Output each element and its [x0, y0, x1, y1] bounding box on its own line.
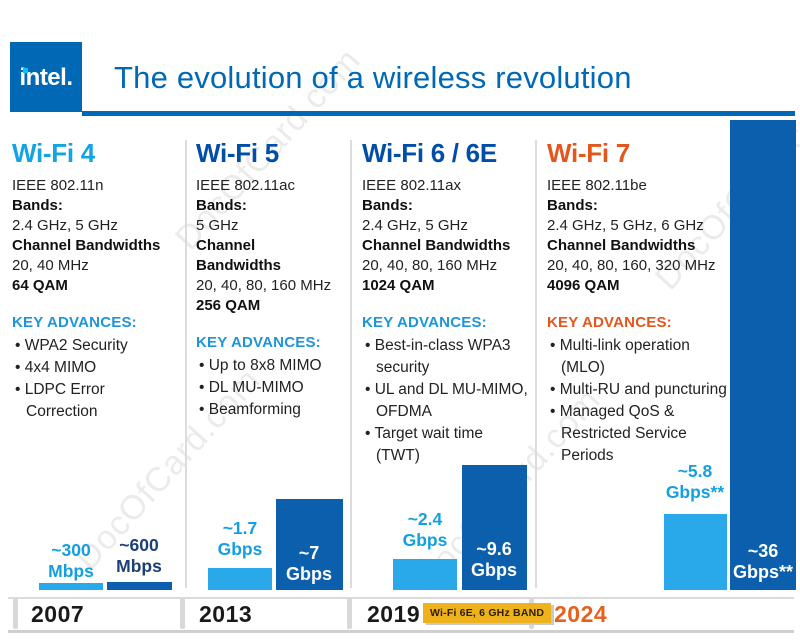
wifi5-typical-speed-bar: [208, 568, 272, 590]
timeline-tick: [180, 598, 185, 629]
column-divider: [350, 140, 352, 588]
key-advance-item: • Multi-link operation (MLO): [550, 337, 690, 376]
wifi6e-band-badge: Wi-Fi 6E, 6 GHz BAND: [423, 603, 552, 623]
bandwidths-label: Channel Bandwidths: [547, 237, 696, 254]
wifi5-column: Wi-Fi 5 IEEE 802.11ac Bands: 5 GHz Chann…: [196, 138, 343, 421]
wifi4-max-speed-label: ~600 Mbps: [116, 535, 162, 576]
year-2007: 2007: [31, 601, 85, 627]
bands-value: 2.4 GHz, 5 GHz, 6 GHz: [547, 217, 704, 234]
bandwidths-value: 20, 40, 80, 160 MHz: [362, 257, 498, 274]
wifi4-typical-speed-label: ~300 Mbps: [48, 540, 94, 581]
wifi7-column: Wi-Fi 7 IEEE 802.11be Bands: 2.4 GHz, 5 …: [547, 138, 729, 467]
wifi5-title: Wi-Fi 5: [196, 138, 279, 168]
key-advances-heading: KEY ADVANCES:: [12, 314, 137, 331]
key-advances-list: • Best-in-class WPA3 security • UL and DL…: [362, 335, 528, 467]
wifi4-column: Wi-Fi 4 IEEE 802.11n Bands: 2.4 GHz, 5 G…: [12, 138, 180, 423]
qam-value: 256 QAM: [196, 297, 261, 314]
timeline-tick: [13, 598, 18, 629]
wifi7-title: Wi-Fi 7: [547, 138, 630, 168]
bands-value: 2.4 GHz, 5 GHz: [12, 217, 118, 234]
qam-value: 64 QAM: [12, 277, 68, 294]
wifi5-typical-speed-label: ~1.7 Gbps: [217, 518, 263, 559]
wifi7-standard: IEEE 802.11be: [547, 177, 647, 194]
wifi6-column: Wi-Fi 6 / 6E IEEE 802.11ax Bands: 2.4 GH…: [362, 138, 528, 467]
key-advance-item: • Best-in-class WPA3 security: [365, 337, 511, 376]
intel-logo: intel.: [10, 42, 82, 112]
wifi5-standard: IEEE 802.11ac: [196, 177, 295, 194]
bandwidths-value: 20, 40 MHz: [12, 257, 89, 274]
logo-i-dot: [23, 68, 28, 73]
header-rule: [82, 111, 795, 116]
bandwidths-label: Channel Bandwidths: [12, 237, 161, 254]
wifi7-max-speed-bar: [730, 120, 796, 590]
qam-value: 4096 QAM: [547, 277, 620, 294]
bandwidths-label: Channel Bandwidths: [362, 237, 511, 254]
year-2019: 2019: [367, 601, 421, 627]
bands-label: Bands:: [547, 197, 598, 214]
wifi5-max-speed-bar: [276, 499, 343, 590]
wifi4-title: Wi-Fi 4: [12, 138, 95, 168]
timeline-top-rule: [8, 597, 794, 599]
key-advance-item: • LDPC Error Correction: [15, 381, 105, 420]
year-2013: 2013: [199, 601, 253, 627]
timeline-bottom-rule: [8, 630, 794, 633]
wifi6-max-speed-label: ~9.6 Gbps: [470, 539, 518, 580]
key-advances-list: • WPA2 Security • 4x4 MIMO • LDPC Error Co…: [12, 335, 180, 423]
intel-logo-text: intel.: [19, 64, 73, 91]
wifi4-standard: IEEE 802.11n: [12, 177, 104, 194]
key-advance-item: • UL and DL MU-MIMO, OFDMA: [365, 381, 528, 420]
wifi5-max-speed-label: ~7 Gbps: [285, 543, 333, 584]
column-divider: [185, 140, 187, 588]
key-advance-item: • Managed QoS & Restricted Service Perio…: [550, 403, 687, 464]
wifi6-max-speed-bar: [462, 465, 527, 590]
bands-label: Bands:: [196, 197, 247, 214]
year-2024: 2024: [554, 601, 608, 627]
bands-value: 2.4 GHz, 5 GHz: [362, 217, 468, 234]
wifi4-max-speed-bar: [107, 582, 172, 590]
key-advances-list: • Multi-link operation (MLO) • Multi-RU a…: [547, 335, 729, 467]
bandwidths-label: Channel Bandwidths: [196, 237, 281, 274]
bandwidths-value: 20, 40, 80, 160 MHz: [196, 277, 332, 294]
wifi6-typical-speed-bar: [393, 559, 457, 590]
key-advance-item: • 4x4 MIMO: [15, 359, 97, 376]
wifi4-typical-speed-bar: [39, 583, 103, 590]
key-advance-item: • Target wait time (TWT): [365, 425, 483, 464]
qam-value: 1024 QAM: [362, 277, 435, 294]
key-advance-item: • Up to 8x8 MIMO: [199, 357, 322, 374]
wifi6-typical-speed-label: ~2.4 Gbps: [402, 509, 448, 550]
bands-label: Bands:: [362, 197, 413, 214]
timeline-tick: [347, 598, 352, 629]
key-advances-heading: KEY ADVANCES:: [362, 314, 487, 331]
key-advance-item: • WPA2 Security: [15, 337, 128, 354]
key-advances-heading: KEY ADVANCES:: [196, 334, 321, 351]
key-advances-list: • Up to 8x8 MIMO • DL MU-MIMO • Beamformin…: [196, 355, 343, 421]
wifi6-standard: IEEE 802.11ax: [362, 177, 461, 194]
wifi7-max-speed-label: ~36 Gbps**: [732, 541, 794, 582]
key-advance-item: • DL MU-MIMO: [199, 379, 304, 396]
wifi7-typical-speed-label: ~5.8 Gbps**: [665, 461, 725, 502]
wifi6-title: Wi-Fi 6 / 6E: [362, 138, 497, 168]
bands-value: 5 GHz: [196, 217, 239, 234]
key-advance-item: • Multi-RU and puncturing: [550, 381, 727, 398]
page-title: The evolution of a wireless revolution: [114, 60, 632, 95]
bands-label: Bands:: [12, 197, 63, 214]
bandwidths-value: 20, 40, 80, 160, 320 MHz: [547, 257, 716, 274]
column-divider: [535, 140, 537, 588]
key-advance-item: • Beamforming: [199, 401, 301, 418]
wifi7-typical-speed-bar: [664, 514, 727, 590]
key-advances-heading: KEY ADVANCES:: [547, 314, 672, 331]
